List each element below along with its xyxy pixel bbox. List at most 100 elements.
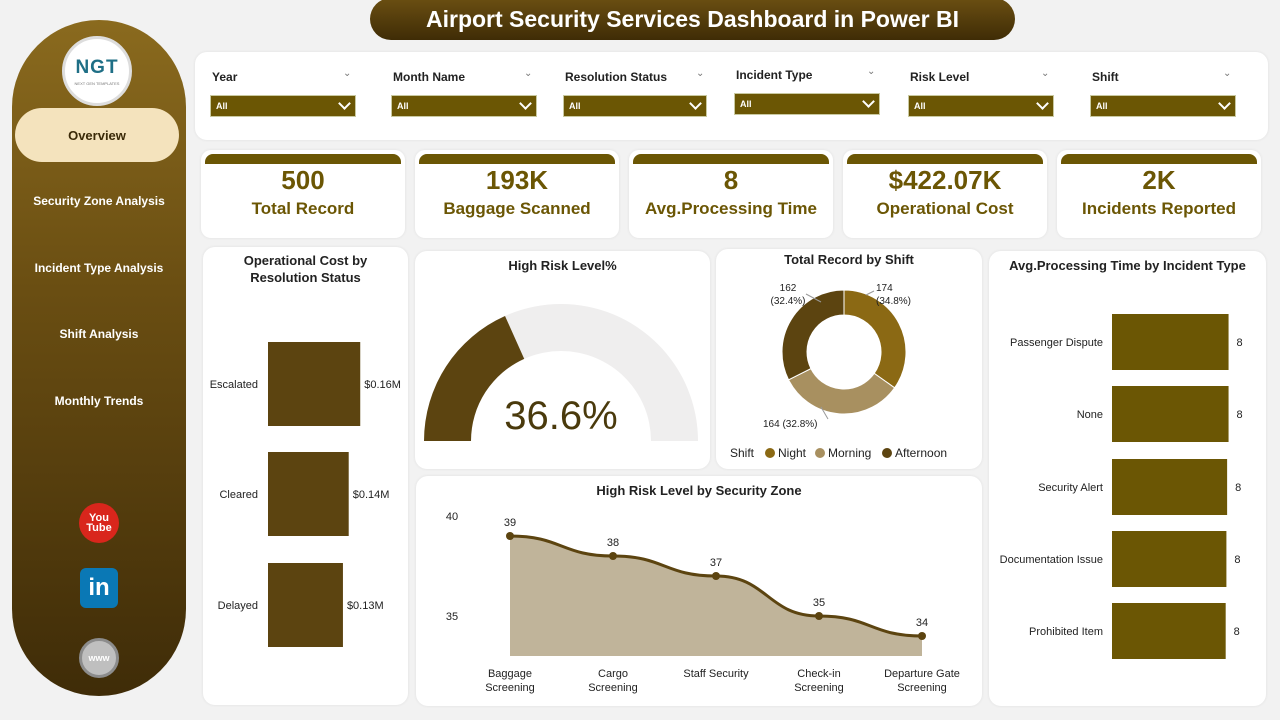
filter-month-value: All [397, 101, 409, 111]
slice-label: 164 (32.8%) [763, 419, 817, 430]
chart-risk-by-zone: High Risk Level by Security Zone 40 35 39 B… [416, 476, 982, 706]
filter-shift-select[interactable]: All [1090, 95, 1236, 117]
youtube-icon-top: You [89, 512, 109, 524]
kpi-incidents-reported: 2K Incidents Reported [1057, 150, 1261, 238]
data-point [609, 552, 617, 560]
website-globe-icon[interactable]: www [79, 638, 119, 678]
slice-label: (34.8%) [876, 296, 911, 307]
chart-title: High Risk Level by Security Zone [596, 483, 802, 498]
kpi-operational-cost: $422.07K Operational Cost [843, 150, 1047, 238]
legend-label: Morning [828, 446, 871, 460]
legend-swatch [882, 448, 892, 458]
donut-chart: 174 (34.8%) 162 (32.4%) 164 (32.8%) Shift Nigh… [730, 283, 947, 460]
chevron-down-icon [1218, 97, 1231, 110]
y-tick-label: 40 [446, 511, 458, 523]
logo-text: NGT [75, 56, 119, 78]
data-point [918, 632, 926, 640]
category-label: None [1077, 409, 1103, 421]
chevron-down-icon[interactable]: ⌄ [524, 68, 533, 79]
chevron-down-icon[interactable]: ⌄ [867, 66, 876, 77]
nav-security-zone-analysis[interactable]: Security Zone Analysis [33, 194, 165, 208]
chevron-down-icon[interactable]: ⌄ [343, 68, 352, 79]
legend-swatch [815, 448, 825, 458]
chevron-down-icon[interactable]: ⌄ [1041, 68, 1050, 79]
kpi-value: $422.07K [888, 165, 1002, 195]
linkedin-icon[interactable]: in [80, 568, 118, 608]
x-tick-label: Cargo [598, 668, 628, 680]
gauge-value-label: 36.6% [504, 394, 617, 438]
category-label: Escalated [210, 379, 258, 391]
donut-slice [843, 289, 907, 389]
kpi-label: Baggage Scanned [443, 199, 591, 218]
data-label: 39 [504, 517, 516, 529]
data-label: 8 [1234, 626, 1240, 638]
chevron-down-icon [338, 97, 351, 110]
bar [1112, 314, 1229, 370]
data-label: 8 [1237, 337, 1243, 349]
filter-resolution-select[interactable]: All [563, 95, 707, 117]
donut-slice [781, 289, 845, 381]
kpi-accent [419, 154, 615, 164]
bar [1112, 603, 1226, 659]
legend-swatch [765, 448, 775, 458]
slice-label: 174 [876, 283, 893, 294]
kpi-label: Total Record [251, 199, 355, 218]
leader-line [805, 293, 822, 303]
legend-title: Shift [730, 446, 755, 460]
category-label: Cleared [219, 489, 258, 501]
x-tick-label: Screening [485, 682, 535, 694]
filter-shift-value: All [1096, 101, 1108, 111]
kpi-accent [847, 154, 1043, 164]
logo: NGT NEXT GEN TEMPLATES [62, 36, 132, 106]
nav-overview[interactable]: Overview [15, 108, 179, 162]
legend-label: Night [778, 446, 807, 460]
x-tick-label: Staff Security [683, 668, 749, 680]
legend-label: Afternoon [895, 446, 947, 460]
filter-year-select[interactable]: All [210, 95, 356, 117]
data-label: $0.13M [347, 600, 384, 612]
filter-risk-value: All [914, 101, 926, 111]
data-label: 38 [607, 537, 619, 549]
cost-bar-chart: Escalated $0.16M Cleared $0.14M Delayed $0.13… [210, 342, 401, 647]
chart-high-risk-gauge: High Risk Level% 36.6% [415, 251, 710, 469]
chart-record-by-shift: Total Record by Shift 174 (34.8%) 162 (32.4… [716, 249, 982, 469]
filters-panel: Year ⌄ All Month Name ⌄ All Resolution S… [195, 52, 1268, 140]
youtube-icon[interactable]: You Tube [79, 503, 119, 543]
filter-incident-select[interactable]: All [734, 93, 880, 115]
bar [1112, 531, 1227, 587]
chart-title: High Risk Level% [508, 258, 617, 273]
nav-shift-analysis[interactable]: Shift Analysis [59, 327, 139, 341]
kpi-baggage-scanned: 193K Baggage Scanned [415, 150, 619, 238]
x-tick-label: Screening [588, 682, 638, 694]
slice-label: 162 [780, 283, 797, 294]
chevron-down-icon [689, 97, 702, 110]
category-label: Delayed [218, 600, 258, 612]
data-point [506, 532, 514, 540]
bar [1112, 386, 1229, 442]
filter-risk-select[interactable]: All [908, 95, 1054, 117]
filter-resolution-label: Resolution Status [565, 70, 668, 84]
youtube-icon-bottom: Tube [86, 522, 112, 534]
kpi-accent [633, 154, 829, 164]
category-label: Security Alert [1038, 482, 1103, 494]
kpi-label: Operational Cost [876, 199, 1014, 218]
kpi-accent [1061, 154, 1257, 164]
chevron-down-icon[interactable]: ⌄ [696, 68, 705, 79]
filter-risk-label: Risk Level [910, 70, 970, 84]
chevron-down-icon[interactable]: ⌄ [1223, 68, 1232, 79]
filter-month-label: Month Name [393, 70, 465, 84]
nav-incident-type-analysis[interactable]: Incident Type Analysis [34, 261, 164, 275]
gauge-fill [424, 315, 525, 441]
filter-month-select[interactable]: All [391, 95, 537, 117]
kpi-label: Incidents Reported [1082, 199, 1236, 218]
filter-year-value: All [216, 101, 228, 111]
area-chart: 40 35 39 Baggage Screening 38 Cargo Screening 37… [446, 511, 960, 694]
bar [268, 563, 343, 647]
kpi-label: Avg.Processing Time [645, 199, 817, 218]
bar [268, 342, 361, 426]
category-label: Documentation Issue [1000, 554, 1103, 566]
nav-monthly-trends[interactable]: Monthly Trends [54, 394, 144, 408]
filter-incident-value: All [740, 99, 752, 109]
data-point [712, 572, 720, 580]
sidebar: NGT NEXT GEN TEMPLATES Overview Security… [12, 20, 186, 696]
